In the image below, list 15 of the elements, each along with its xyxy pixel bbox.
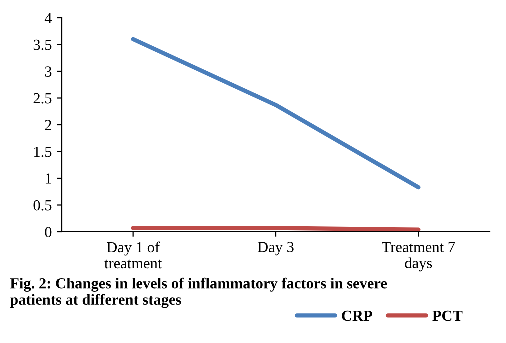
x-tick-label: Day 3 <box>258 242 294 256</box>
x-tick-label: Treatment 7 days <box>382 242 456 272</box>
y-tick-label: 3 <box>45 66 52 77</box>
y-tick-label: 1.5 <box>34 146 52 158</box>
y-tick-label: 4 <box>44 13 52 24</box>
y-tick-label: 1 <box>46 174 52 184</box>
legend-label: PCT <box>432 310 463 322</box>
x-tick-label: Day 1 of treatment <box>104 242 162 269</box>
y-tick-label: 0.5 <box>34 200 52 211</box>
y-tick-label: 3.5 <box>34 40 52 50</box>
legend-label: CRP <box>342 310 372 322</box>
y-tick-label: 2.5 <box>34 93 52 104</box>
y-tick-label: 0 <box>45 227 52 238</box>
y-tick-label: 2 <box>45 120 52 130</box>
caption: Fig. 2: Changes in levels of inflammatory factors in severe patients at different stages <box>10 278 388 308</box>
